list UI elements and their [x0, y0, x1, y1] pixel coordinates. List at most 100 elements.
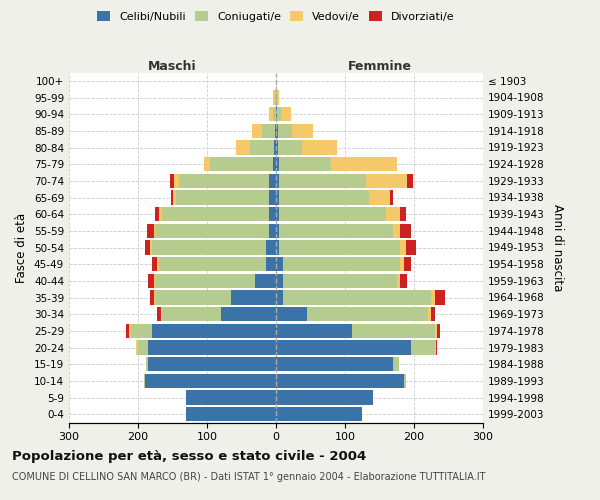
Bar — [302, 140, 337, 154]
Bar — [404, 257, 410, 271]
Bar — [352, 324, 434, 338]
Bar — [266, 240, 276, 254]
Bar — [276, 257, 283, 271]
Bar — [159, 207, 162, 221]
Bar — [434, 290, 445, 304]
Bar — [410, 340, 434, 354]
Bar — [276, 357, 394, 371]
Bar — [276, 374, 404, 388]
Bar — [136, 340, 138, 354]
Bar — [174, 174, 179, 188]
Bar — [161, 307, 162, 322]
Bar — [283, 290, 431, 304]
Bar — [262, 124, 275, 138]
Bar — [151, 240, 152, 254]
Bar — [269, 190, 276, 204]
Bar — [155, 290, 231, 304]
Bar — [148, 340, 276, 354]
Bar — [400, 240, 406, 254]
Bar — [386, 207, 400, 221]
Bar — [283, 257, 400, 271]
Y-axis label: Anni di nascita: Anni di nascita — [551, 204, 564, 291]
Bar — [280, 157, 331, 171]
Bar — [407, 174, 413, 188]
Bar — [276, 107, 277, 121]
Bar — [269, 207, 276, 221]
Bar — [276, 274, 283, 288]
Bar — [280, 240, 400, 254]
Bar — [145, 240, 151, 254]
Bar — [276, 307, 307, 322]
Bar — [276, 290, 283, 304]
Bar — [274, 140, 276, 154]
Bar — [275, 124, 276, 138]
Bar — [276, 407, 362, 421]
Bar — [152, 324, 276, 338]
Bar — [148, 274, 154, 288]
Bar — [431, 307, 434, 322]
Bar — [154, 274, 155, 288]
Bar — [151, 290, 154, 304]
Bar — [276, 190, 280, 204]
Bar — [292, 124, 313, 138]
Bar — [280, 224, 394, 238]
Bar — [404, 374, 406, 388]
Bar — [145, 374, 276, 388]
Bar — [187, 390, 276, 404]
Bar — [152, 257, 157, 271]
Bar — [276, 90, 277, 104]
Bar — [276, 240, 280, 254]
Bar — [203, 157, 211, 171]
Bar — [252, 124, 262, 138]
Bar — [173, 190, 176, 204]
Legend: Celibi/Nubili, Coniugati/e, Vedovi/e, Divorziati/e: Celibi/Nubili, Coniugati/e, Vedovi/e, Di… — [94, 8, 458, 25]
Bar — [276, 340, 410, 354]
Bar — [256, 274, 276, 288]
Bar — [162, 307, 221, 322]
Bar — [187, 407, 276, 421]
Bar — [431, 290, 434, 304]
Text: Popolazione per età, sesso e stato civile - 2004: Popolazione per età, sesso e stato civil… — [12, 450, 366, 463]
Bar — [148, 357, 276, 371]
Bar — [269, 107, 272, 121]
Bar — [281, 107, 291, 121]
Bar — [397, 274, 400, 288]
Bar — [179, 174, 269, 188]
Bar — [437, 324, 440, 338]
Bar — [162, 207, 269, 221]
Text: Femmine: Femmine — [347, 60, 412, 72]
Text: Maschi: Maschi — [148, 60, 197, 72]
Bar — [366, 174, 407, 188]
Bar — [400, 257, 404, 271]
Bar — [276, 124, 278, 138]
Bar — [331, 157, 397, 171]
Bar — [276, 390, 373, 404]
Bar — [266, 257, 276, 271]
Bar — [277, 90, 279, 104]
Bar — [125, 324, 129, 338]
Bar — [277, 107, 281, 121]
Bar — [276, 157, 280, 171]
Bar — [138, 340, 148, 354]
Bar — [280, 174, 366, 188]
Bar — [406, 240, 416, 254]
Bar — [176, 190, 269, 204]
Bar — [269, 174, 276, 188]
Bar — [307, 307, 428, 322]
Bar — [394, 357, 399, 371]
Bar — [280, 207, 386, 221]
Bar — [157, 307, 161, 322]
Bar — [221, 307, 276, 322]
Bar — [276, 174, 280, 188]
Bar — [171, 190, 173, 204]
Bar — [280, 190, 369, 204]
Bar — [276, 140, 278, 154]
Text: COMUNE DI CELLINO SAN MARCO (BR) - Dati ISTAT 1° gennaio 2004 - Elaborazione TUT: COMUNE DI CELLINO SAN MARCO (BR) - Dati … — [12, 472, 485, 482]
Bar — [158, 257, 266, 271]
Bar — [275, 90, 276, 104]
Bar — [400, 274, 407, 288]
Bar — [434, 324, 437, 338]
Bar — [231, 290, 276, 304]
Bar — [400, 224, 410, 238]
Bar — [129, 324, 131, 338]
